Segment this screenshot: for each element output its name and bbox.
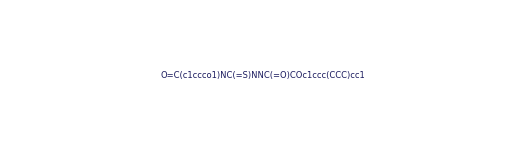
Text: O=C(c1ccco1)NC(=S)NNC(=O)COc1ccc(CCC)cc1: O=C(c1ccco1)NC(=S)NNC(=O)COc1ccc(CCC)cc1 [160, 71, 366, 80]
